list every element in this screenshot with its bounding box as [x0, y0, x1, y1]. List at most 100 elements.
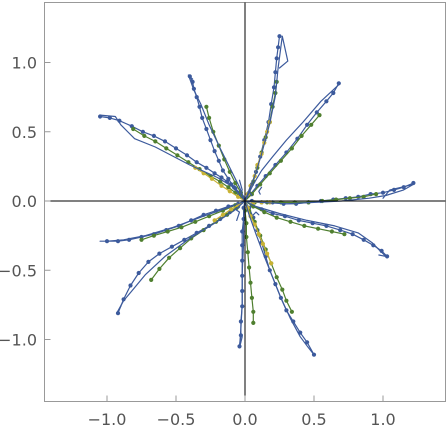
series-1-point-5-6	[316, 226, 321, 231]
series-1-point-6-8	[284, 298, 289, 303]
series-1-point-0-4	[218, 179, 223, 184]
series-2-point-4-2	[229, 207, 234, 212]
series-3-trajectory-3	[244, 84, 340, 202]
series-0-point-8-10	[136, 270, 141, 276]
series-0-point-2-11	[276, 45, 281, 50]
series-2-point-4-3	[220, 212, 225, 217]
series-2-point-3-4	[256, 232, 261, 237]
series-0-point-1-10	[197, 104, 202, 109]
series-1-point-5-3	[274, 215, 279, 220]
series-2-point-0-4	[209, 176, 214, 181]
series-0-point-1-8	[204, 126, 209, 132]
series-3-trajectory-1	[187, 74, 246, 202]
y-tick-label: 0.0	[12, 192, 37, 211]
series-2-point-0-2	[227, 189, 232, 194]
series-1-point-7-5	[247, 265, 252, 270]
series-0-point-3-11	[336, 81, 341, 86]
series-1-point-3-5	[289, 146, 294, 151]
series-1-point-1-7	[207, 115, 212, 120]
series-2-point-3-7	[269, 261, 274, 266]
series-3-trajectory-5	[244, 200, 387, 257]
series-0-point-8-9	[146, 259, 151, 264]
series-0-point-0-6	[219, 175, 224, 180]
series-0-point-3-10	[331, 90, 336, 96]
series-0-point-2-8	[271, 85, 277, 90]
series-0-point-5-5	[296, 218, 301, 223]
series-1-point-7-6	[248, 280, 253, 285]
x-tick-label: 0.5	[301, 410, 326, 429]
series-1-point-9-5	[179, 225, 184, 230]
series-0-point-5-3	[270, 211, 275, 216]
series-1-point-5-4	[288, 219, 293, 224]
series-0-point-1-6	[212, 149, 217, 154]
series-1-point-3-6	[299, 133, 304, 138]
series-1-point-7-7	[249, 295, 254, 300]
series-1-point-9-6	[165, 229, 170, 234]
series-1-point-5-8	[342, 232, 347, 237]
y-tick-label: 0.5	[12, 123, 37, 142]
series-3-trajectory-14	[252, 211, 260, 216]
series-0-trajectory-2	[244, 35, 281, 202]
series-2-point-3-6	[265, 251, 270, 256]
series-0-point-1-7	[208, 138, 213, 143]
series-3-trajectory-13	[234, 208, 241, 221]
series-0-point-1-5	[216, 158, 221, 163]
series-1-point-3-2	[258, 182, 263, 187]
y-tick-label: −0.5	[0, 261, 37, 280]
series-1-point-3-4	[278, 158, 283, 163]
series-0-point-8-8	[157, 251, 162, 256]
series-1-point-3-8	[317, 113, 322, 118]
series-1-point-6-9	[289, 309, 294, 314]
series-1-point-5-7	[329, 229, 334, 234]
series-0-point-6-12	[305, 340, 310, 345]
series-0-point-0-8	[204, 165, 209, 170]
series-0-point-0-11	[173, 146, 179, 151]
series-0-point-3-8	[314, 110, 319, 115]
series-2-point-3-5	[260, 241, 265, 246]
y-tick-label: −1.0	[0, 331, 37, 350]
series-0-point-2-12	[277, 34, 282, 39]
series-1-point-4-8	[347, 196, 352, 201]
series-0-point-0-7	[212, 171, 217, 176]
series-1-point-5-2	[262, 210, 267, 215]
series-0-point-0-12	[162, 139, 168, 144]
series-0-trajectory-9	[106, 200, 246, 242]
series-0-point-1-9	[200, 115, 205, 120]
series-1-point-8-9	[149, 277, 154, 282]
series-0-point-8-6	[182, 237, 187, 242]
series-1-trajectory-7	[244, 200, 254, 324]
series-1-point-9-7	[151, 233, 156, 238]
series-3-trajectory-8	[116, 200, 246, 314]
series-0-point-5-8	[338, 228, 343, 233]
ticks: −1.0 −0.5 0.0 0.5 1.0 −1.0 −0.5 0.0 0.5 1.0	[0, 54, 396, 430]
trajectory-layer	[98, 34, 416, 357]
series-0-point-4-12	[380, 190, 386, 195]
series-0-point-1-3	[226, 176, 231, 181]
series-0-point-5-10	[361, 237, 366, 242]
series-0-point-0-10	[184, 153, 190, 158]
series-1-point-7-9	[251, 320, 256, 325]
series-0-point-1-4	[220, 168, 225, 173]
series-1-point-8-6	[178, 246, 183, 251]
series-0-point-5-13	[385, 254, 390, 259]
series-2-point-0-3	[219, 183, 224, 188]
series-0-point-0-17	[107, 115, 112, 120]
series-1-point-9-8	[139, 237, 144, 242]
series-1-point-1-8	[204, 104, 209, 109]
series-1-point-3-3	[267, 171, 272, 176]
series-3-trajectory-12	[258, 186, 263, 195]
series-1-point-7-8	[251, 309, 256, 314]
series-1-point-9-4	[193, 219, 198, 224]
series-3-trajectory-4	[244, 183, 414, 205]
series-1-point-5-5	[302, 223, 307, 228]
series-0-point-8-11	[128, 283, 133, 288]
series-0-point-0-13	[151, 133, 156, 138]
series-3-trajectory-7	[238, 200, 246, 349]
x-tick-label: −1.0	[88, 410, 127, 429]
series-1-point-8-8	[157, 266, 162, 271]
series-1-point-7-4	[245, 250, 250, 255]
series-1-point-6-7	[280, 287, 285, 292]
series-2-point-4-4	[212, 218, 217, 223]
series-1-point-6-6	[274, 275, 279, 280]
